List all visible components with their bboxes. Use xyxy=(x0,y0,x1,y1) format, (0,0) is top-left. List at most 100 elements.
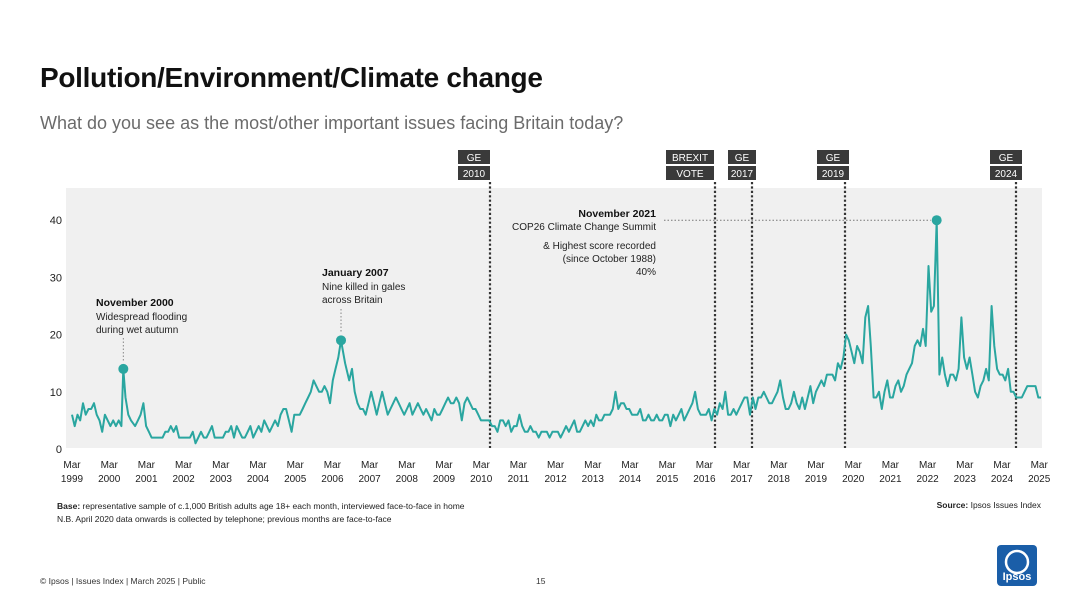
x-tick-label-year: 2008 xyxy=(396,474,419,485)
event-label-box xyxy=(458,166,490,180)
highlight-point xyxy=(336,335,347,346)
x-tick-label-year: 2025 xyxy=(1028,474,1051,485)
x-tick-label-month: Mar xyxy=(696,460,714,471)
event-label-line2: 2024 xyxy=(995,169,1018,180)
ipsos-logo: Ipsos xyxy=(997,545,1037,586)
y-tick-label: 30 xyxy=(50,272,62,284)
annotation-title: November 2021 xyxy=(578,208,656,220)
page-title: Pollution/Environment/Climate change xyxy=(40,62,543,93)
annotation-text: Nine killed in gales xyxy=(322,282,405,293)
y-tick-label: 10 xyxy=(50,387,62,399)
x-tick-label-month: Mar xyxy=(919,460,937,471)
line-chart: 0 10 20 30 40 Mar 1999 Mar 2000 Mar 2001 Mar 2002 Mar… xyxy=(50,150,1051,485)
annotation-text: during wet autumn xyxy=(96,325,178,336)
x-tick-label-year: 2004 xyxy=(247,474,270,485)
x-tick-label-year: 2012 xyxy=(544,474,567,485)
y-tick-label: 0 xyxy=(56,444,62,456)
source-text: Ipsos Issues Index xyxy=(968,500,1041,510)
x-tick-label-year: 2018 xyxy=(768,474,791,485)
source-label: Source: xyxy=(936,500,969,510)
annotation-text: Widespread flooding xyxy=(96,312,187,323)
x-tick-label-year: 2019 xyxy=(805,474,828,485)
x-tick-label-year: 2014 xyxy=(619,474,642,485)
annotation-text: 40% xyxy=(636,267,656,278)
x-tick-label-month: Mar xyxy=(993,460,1011,471)
event-label-line1: GE xyxy=(735,153,750,164)
x-tick-label-month: Mar xyxy=(175,460,193,471)
event-label-box xyxy=(990,150,1022,164)
x-tick-label-year: 2017 xyxy=(730,474,753,485)
x-tick-label-year: 2022 xyxy=(916,474,939,485)
x-tick-label-month: Mar xyxy=(212,460,230,471)
x-tick-label-year: 2024 xyxy=(991,474,1014,485)
plot-background xyxy=(66,188,1042,448)
x-tick-label-year: 2021 xyxy=(879,474,902,485)
base-label: Base: xyxy=(57,501,81,511)
event-label-line1: BREXIT xyxy=(672,153,708,164)
event-label-line2: VOTE xyxy=(676,169,704,180)
x-tick-label-year: 2002 xyxy=(172,474,195,485)
event-label-box xyxy=(817,166,849,180)
page-subtitle: What do you see as the most/other import… xyxy=(40,113,624,133)
x-tick-label-month: Mar xyxy=(584,460,602,471)
x-tick-label-month: Mar xyxy=(807,460,825,471)
x-tick-label-year: 2001 xyxy=(135,474,158,485)
annotation-title: January 2007 xyxy=(322,267,389,279)
x-tick-label-month: Mar xyxy=(435,460,453,471)
annotation-title: November 2000 xyxy=(96,297,174,309)
x-tick-label-year: 2007 xyxy=(358,474,381,485)
x-tick-label-year: 2010 xyxy=(470,474,493,485)
event-label-line2: 2010 xyxy=(463,169,486,180)
highlight-point xyxy=(118,363,129,374)
x-tick-label-year: 2000 xyxy=(98,474,121,485)
x-tick-label-month: Mar xyxy=(956,460,974,471)
x-tick-label-year: 2011 xyxy=(508,474,530,485)
annotation-text: (since October 1988) xyxy=(563,254,656,265)
event-label-box xyxy=(728,150,756,164)
x-tick-label-month: Mar xyxy=(845,460,863,471)
x-tick-label-month: Mar xyxy=(1031,460,1049,471)
page-number: 15 xyxy=(536,576,546,586)
event-label-line2: 2019 xyxy=(822,169,845,180)
base-footnote: Base: representative sample of c.1,000 B… xyxy=(57,500,465,526)
event-label-box xyxy=(666,166,714,180)
logo-text: Ipsos xyxy=(1002,571,1032,583)
event-label-line2: 2017 xyxy=(731,169,754,180)
source-footnote: Source: Ipsos Issues Index xyxy=(937,500,1041,510)
x-tick-label-year: 2003 xyxy=(210,474,233,485)
base-text: representative sample of c.1,000 British… xyxy=(80,501,465,511)
event-label-box xyxy=(458,150,490,164)
event-label-line1: GE xyxy=(467,153,482,164)
method-note: N.B. April 2020 data onwards is collecte… xyxy=(57,514,392,524)
series-line xyxy=(71,219,1041,445)
annotation-text: COP26 Climate Change Summit xyxy=(512,222,656,233)
x-tick-label-month: Mar xyxy=(621,460,639,471)
event-label-line1: GE xyxy=(999,153,1014,164)
x-tick-label-month: Mar xyxy=(361,460,379,471)
x-tick-label-month: Mar xyxy=(547,460,565,471)
y-tick-label: 40 xyxy=(50,215,62,227)
event-label-box xyxy=(817,150,849,164)
x-tick-label-year: 2020 xyxy=(842,474,865,485)
x-tick-label-month: Mar xyxy=(249,460,267,471)
x-tick-label-month: Mar xyxy=(770,460,788,471)
event-label-box xyxy=(666,150,714,164)
x-tick-label-year: 2015 xyxy=(656,474,679,485)
event-label-box xyxy=(990,166,1022,180)
x-tick-label-year: 2013 xyxy=(582,474,605,485)
x-tick-label-month: Mar xyxy=(510,460,528,471)
annotation-text: & Highest score recorded xyxy=(543,241,656,252)
x-tick-label-month: Mar xyxy=(882,460,900,471)
event-label-line1: GE xyxy=(826,153,841,164)
footer-copyright: © Ipsos | Issues Index | March 2025 | Pu… xyxy=(40,576,206,586)
x-tick-label-year: 1999 xyxy=(61,474,84,485)
x-tick-label-month: Mar xyxy=(733,460,751,471)
x-tick-label-month: Mar xyxy=(138,460,156,471)
highlight-point xyxy=(931,215,942,226)
x-tick-label-month: Mar xyxy=(63,460,81,471)
x-tick-label-year: 2016 xyxy=(693,474,716,485)
x-tick-label-month: Mar xyxy=(324,460,342,471)
x-tick-label-month: Mar xyxy=(473,460,491,471)
x-tick-label-month: Mar xyxy=(101,460,119,471)
x-tick-label-month: Mar xyxy=(287,460,305,471)
